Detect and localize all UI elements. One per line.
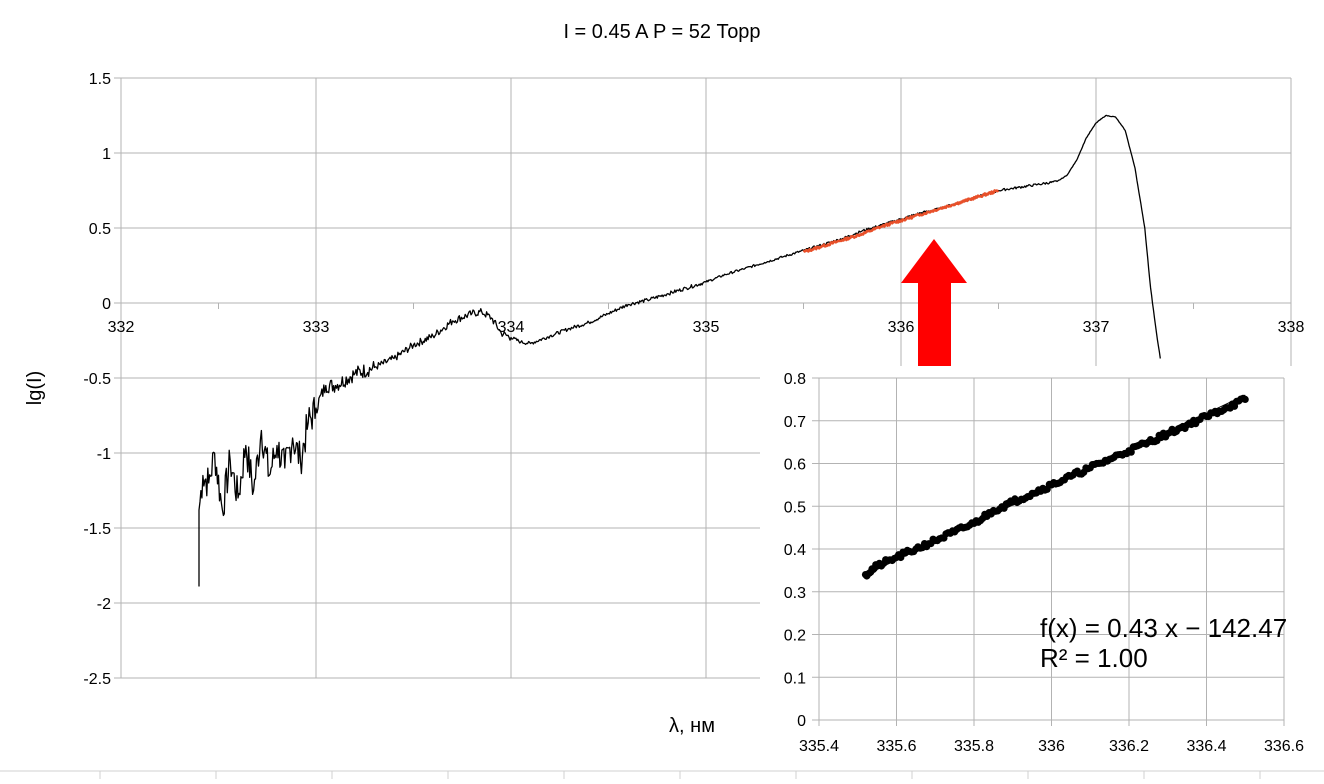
inset-x-tick-label: 336 <box>1038 738 1065 755</box>
main-y-tick-label: -1.5 <box>83 521 111 538</box>
inset-y-tick-label: 0.5 <box>784 499 806 516</box>
inset-x-tick-label: 335.6 <box>876 738 916 755</box>
main-x-tick-label: 333 <box>303 319 330 336</box>
main-x-tick-label: 338 <box>1278 319 1305 336</box>
main-y-tick-labels: 1.5 1 0.5 0 -0.5 -1 -1.5 -2 -2.5 <box>83 71 111 688</box>
x-axis-label: λ, нм <box>669 715 715 737</box>
inset-background <box>760 366 1324 779</box>
inset-x-tick-label: 335.8 <box>954 738 994 755</box>
inset-y-tick-label: 0.6 <box>784 457 806 474</box>
inset-y-tick-label: 0.3 <box>784 585 806 602</box>
inset-x-tick-label: 336.6 <box>1264 738 1304 755</box>
main-x-tick-labels: 332 333 334 335 336 337 338 <box>108 319 1305 336</box>
main-y-tick-label: 0.5 <box>89 221 111 238</box>
main-y-tick-label: -1 <box>97 446 111 463</box>
y-axis-label: lg(I) <box>24 371 46 405</box>
trendline-r-squared: R² = 1.00 <box>1040 643 1148 673</box>
inset-x-tick-label: 336.4 <box>1186 738 1226 755</box>
main-y-tick-label: 0 <box>102 296 111 313</box>
inset-x-tick-label: 335.4 <box>799 738 839 755</box>
main-x-tick-label: 335 <box>693 319 720 336</box>
main-x-tick-label: 336 <box>888 319 915 336</box>
main-y-tick-label: 1.5 <box>89 71 111 88</box>
inset-trendline-group <box>865 394 1246 576</box>
inset-gridlines <box>812 377 1285 726</box>
main-series-line <box>198 114 1161 587</box>
inset-y-tick-label: 0.4 <box>784 542 806 559</box>
main-x-tick-label: 337 <box>1083 319 1110 336</box>
inset-trendline <box>865 394 1246 576</box>
inset-chart: 0.80.70.60.50.40.30.20.10 335.4 335.6 335.… <box>760 366 1324 779</box>
main-series-group <box>198 114 1161 587</box>
inset-y-tick-label: 0.7 <box>784 414 806 431</box>
inset-x-tick-label: 336.2 <box>1109 738 1149 755</box>
inset-y-tick-label: 0.2 <box>784 628 806 645</box>
inset-data-point <box>1241 395 1249 403</box>
inset-y-tick-labels: 0.8 0.7 0.6 0.5 0.4 0.3 0.2 0.1 0 <box>784 371 806 730</box>
chart-title: I = 0.45 A P = 52 Торр <box>563 21 760 43</box>
main-y-tick-label: 1 <box>102 146 111 163</box>
inset-y-tick-label: 0.8 <box>784 371 806 388</box>
inset-x-tick-labels: 335.4 335.6 335.8 336 336.2 336.4 336.6 <box>799 738 1304 755</box>
main-x-tick-label: 332 <box>108 319 135 336</box>
trendline-equation: f(x) = 0.43 x − 142.47 <box>1040 613 1287 643</box>
main-y-tick-label: -0.5 <box>83 371 111 388</box>
highlighted-fit-segment <box>802 189 1000 253</box>
inset-y-tick-label: 0 <box>797 713 806 730</box>
inset-y-tick-label: 0.1 <box>784 670 806 687</box>
main-y-tick-label: -2 <box>97 596 111 613</box>
main-y-tick-label: -2.5 <box>83 671 111 688</box>
